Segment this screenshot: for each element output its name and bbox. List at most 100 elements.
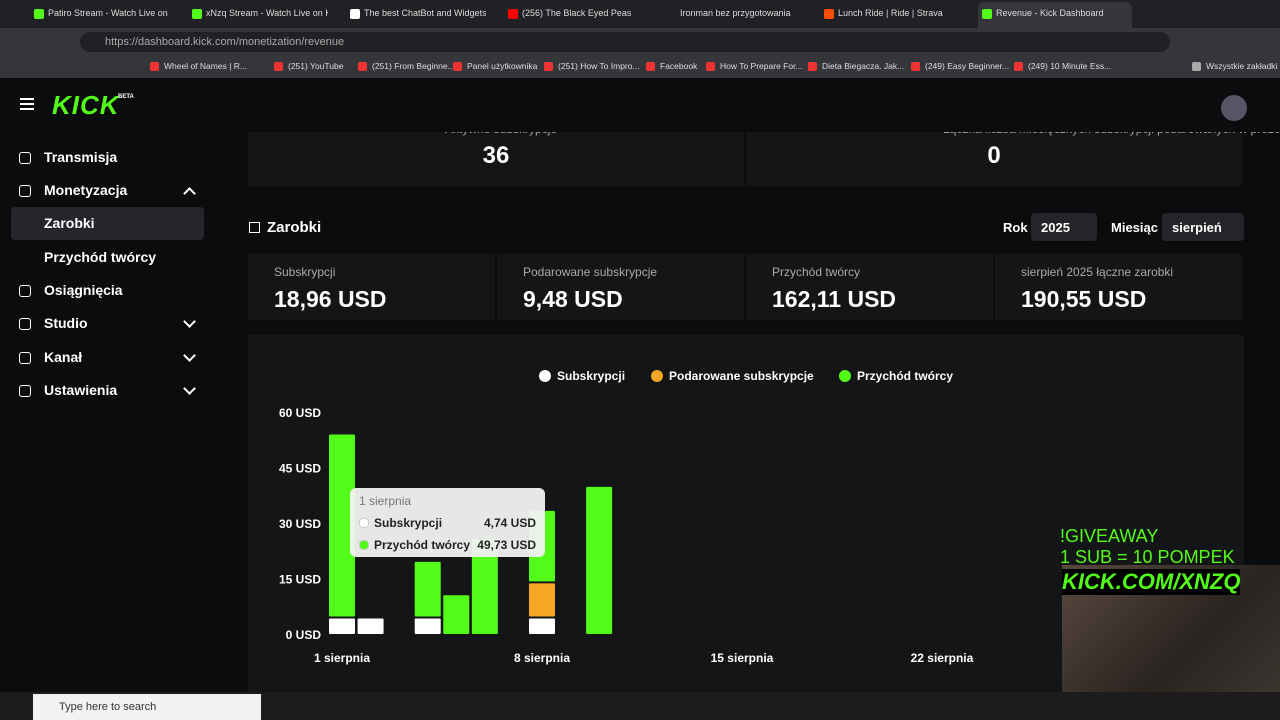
sidebar-item[interactable]: Monetyzacja: [44, 182, 128, 198]
sidebar-icon: [19, 318, 31, 330]
bookmark[interactable]: Facebook: [660, 61, 698, 71]
bar-segment: [528, 583, 555, 617]
bookmark-icon: [1192, 62, 1201, 71]
logo[interactable]: KICK: [52, 90, 120, 120]
overview-value: 36: [482, 142, 510, 169]
chevron[interactable]: [183, 315, 196, 328]
menu-button[interactable]: [20, 98, 34, 100]
y-tick-label: 45 USD: [279, 462, 321, 476]
bookmark-icon: [544, 62, 553, 71]
search-placeholder: Type here to search: [59, 701, 157, 713]
bookmark-icon: [808, 62, 817, 71]
tab-icon: [982, 9, 992, 19]
month-select[interactable]: [1162, 213, 1244, 241]
tab-icon: [824, 9, 834, 19]
month-value: sierpień: [1172, 220, 1222, 235]
section-icon: [249, 222, 260, 233]
bar-segment: [471, 539, 498, 634]
stat-value: 18,96 USD: [274, 286, 387, 312]
sidebar-item[interactable]: Kanał: [44, 349, 83, 365]
tooltip-value: 4,74 USD: [483, 516, 536, 530]
bookmark-icon: [911, 62, 920, 71]
legend-label: Przychód twórcy: [857, 369, 953, 383]
legend-marker: [539, 370, 551, 382]
sidebar-item[interactable]: Osiągnięcia: [44, 282, 123, 298]
stat-card: [995, 254, 1242, 320]
bookmark-icon: [706, 62, 715, 71]
x-tick-label: 8 sierpnia: [514, 651, 570, 665]
sidebar-item[interactable]: Transmisja: [44, 149, 118, 165]
sidebar-item[interactable]: Studio: [44, 315, 88, 331]
bookmark[interactable]: Dieta Biegacza. Jak...: [822, 61, 905, 71]
chevron[interactable]: [183, 349, 196, 362]
stat-value: 190,55 USD: [1021, 286, 1147, 312]
stat-card: [248, 254, 495, 320]
tab-icon: [508, 9, 518, 19]
sidebar-icon: [19, 185, 31, 197]
x-tick-label: 15 sierpnia: [711, 651, 774, 665]
overview-value: 0: [987, 142, 1001, 169]
tab-title: (256) The Black Eyed Peas: [522, 8, 632, 18]
legend-marker: [839, 370, 851, 382]
search-box[interactable]: [33, 694, 261, 720]
tab-icon: [666, 9, 676, 19]
sidebar-active: [11, 207, 204, 240]
sidebar-item[interactable]: Zarobki: [44, 215, 95, 231]
bar-segment: [329, 618, 355, 634]
tooltip-title: 1 sierpnia: [359, 494, 412, 508]
sidebar-item[interactable]: Przychód twórcy: [44, 249, 157, 265]
sidebar-icon: [19, 152, 31, 164]
chevron[interactable]: [183, 187, 196, 200]
tab[interactable]: [978, 2, 1132, 28]
bookmark-icon: [1014, 62, 1023, 71]
y-tick-label: 0 USD: [286, 628, 322, 642]
avatar[interactable]: [1221, 95, 1247, 121]
bookmark[interactable]: Panel użytkownika: [467, 61, 538, 71]
sidebar-item[interactable]: Ustawienia: [44, 382, 118, 398]
y-tick-label: 30 USD: [279, 517, 321, 531]
tooltip-dot: [359, 518, 369, 528]
bookmark[interactable]: (251) YouTube: [288, 61, 344, 71]
bar-segment: [414, 561, 441, 617]
legend-label: Podarowane subskrypcje: [669, 369, 814, 383]
bookmark[interactable]: (249) 10 Minute Ess...: [1028, 61, 1112, 71]
tab-icon: [192, 9, 202, 19]
bookmark-icon: [274, 62, 283, 71]
year-value: 2025: [1041, 220, 1070, 235]
bar-segment: [586, 486, 613, 634]
x-tick-label: 1 sierpnia: [314, 651, 370, 665]
tab-icon: [350, 9, 360, 19]
bookmark[interactable]: (251) From Beginne...: [372, 61, 455, 71]
sidebar-icon: [19, 385, 31, 397]
bookmark[interactable]: (251) How To Impro...: [558, 61, 640, 71]
stat-value: 9,48 USD: [523, 286, 623, 312]
bookmark[interactable]: (249) Easy Beginner...: [925, 61, 1010, 71]
stat-card: [497, 254, 744, 320]
month-label: Miesiąc: [1111, 220, 1158, 235]
year-select[interactable]: [1031, 213, 1097, 241]
bar-segment: [357, 618, 384, 634]
overlay-text: !GIVEAWAY: [1060, 526, 1159, 546]
y-tick-label: 60 USD: [279, 406, 321, 420]
tooltip-value: 49,73 USD: [477, 538, 536, 552]
bar-segment: [414, 618, 441, 634]
tab-title: Ironman bez przygotowania: [680, 8, 791, 18]
bookmark-icon: [646, 62, 655, 71]
tab-icon: [34, 9, 44, 19]
bookmark[interactable]: How To Prepare For...: [720, 61, 803, 71]
address-bar[interactable]: [80, 32, 1170, 52]
y-tick-label: 15 USD: [279, 573, 321, 587]
tooltip-dot: [359, 540, 369, 550]
bookmark-icon: [150, 62, 159, 71]
bookmark[interactable]: Wszystkie zakładki: [1206, 61, 1278, 71]
tab-title: Patiro Stream - Watch Live on K: [48, 8, 170, 18]
bookmark-icon: [358, 62, 367, 71]
bookmark[interactable]: Wheel of Names | R...: [164, 61, 247, 71]
chevron[interactable]: [183, 382, 196, 395]
tab-title: Lunch Ride | Ride | Strava: [838, 8, 943, 18]
section-title: Zarobki: [267, 219, 322, 236]
stat-label: sierpień 2025 łączne zarobki: [1021, 265, 1174, 279]
tooltip: [350, 488, 545, 557]
overview-card: [248, 130, 744, 186]
legend-label: Subskrypcji: [557, 369, 625, 383]
